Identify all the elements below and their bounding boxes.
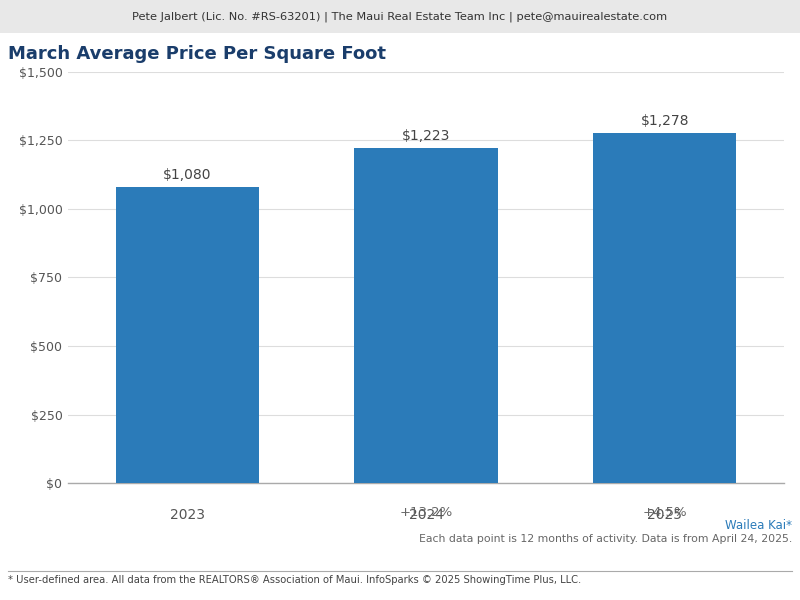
Text: $1,278: $1,278 [641, 114, 689, 128]
Text: March Average Price Per Square Foot: March Average Price Per Square Foot [8, 45, 386, 63]
Text: $1,223: $1,223 [402, 129, 450, 143]
Text: +13.2%: +13.2% [399, 506, 453, 518]
Text: Wailea Kai*: Wailea Kai* [725, 519, 792, 532]
Text: * User-defined area. All data from the REALTORS® Association of Maui. InfoSparks: * User-defined area. All data from the R… [8, 575, 582, 585]
Text: $1,080: $1,080 [163, 168, 211, 182]
Text: Pete Jalbert (Lic. No. #RS-63201) | The Maui Real Estate Team Inc | pete@mauirea: Pete Jalbert (Lic. No. #RS-63201) | The … [133, 11, 667, 22]
Bar [354, 148, 498, 483]
Bar [593, 133, 736, 483]
Text: +4.5%: +4.5% [642, 506, 687, 518]
Bar [116, 187, 259, 483]
Legend: Wailea Kai: Wailea Kai [378, 15, 474, 28]
Text: Each data point is 12 months of activity. Data is from April 24, 2025.: Each data point is 12 months of activity… [418, 534, 792, 544]
